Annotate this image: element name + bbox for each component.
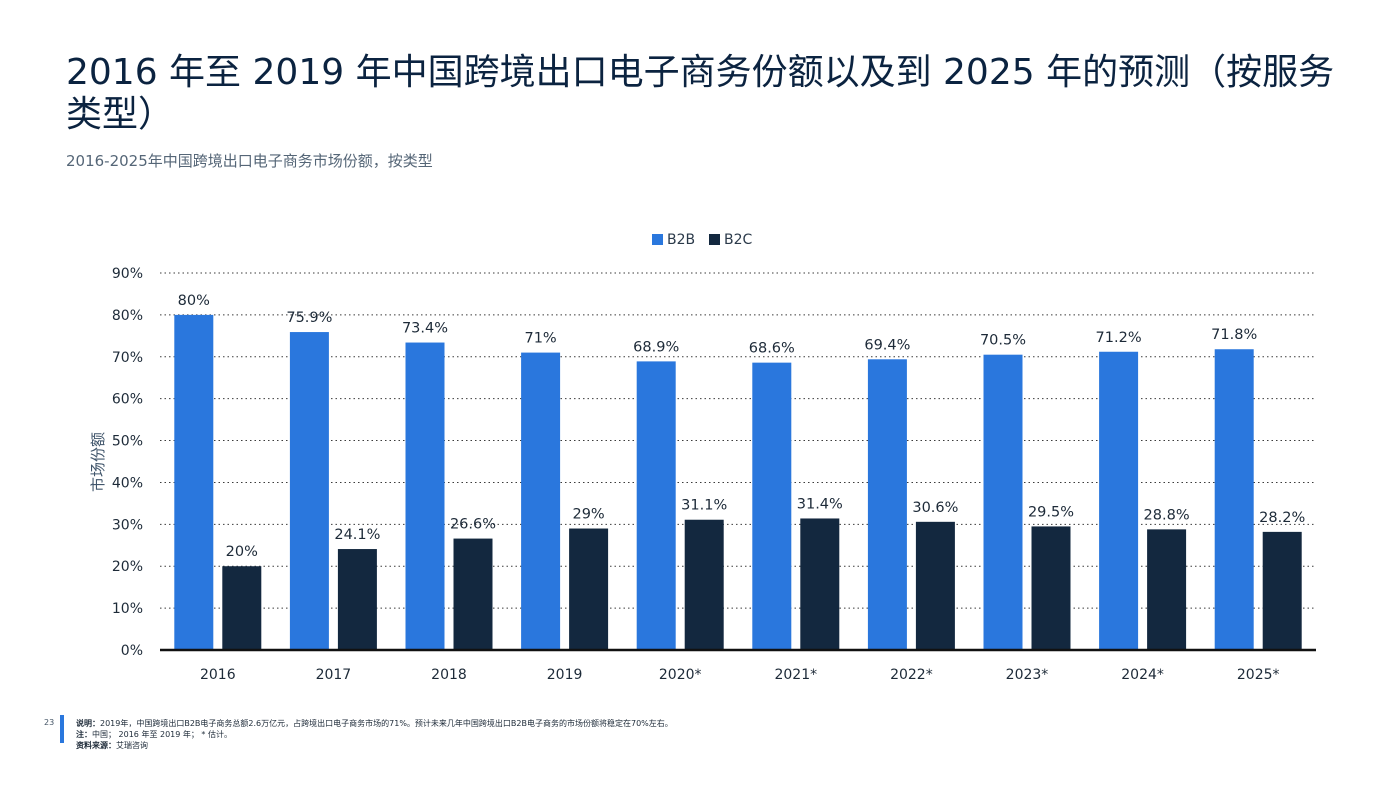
bar-b2c [684,519,724,650]
footer-source-line: 资料来源：艾瑞咨询 [76,740,673,751]
data-label-b2b: 68.6% [749,341,795,357]
data-label-b2b: 70.5% [980,333,1026,349]
y-tick-label: 10% [112,601,143,617]
bar-b2b [289,332,329,650]
gridlines [160,272,1316,609]
x-tick-label: 2017 [316,667,352,683]
legend-label-b2c: B2C [724,232,753,248]
data-label-b2c: 26.6% [450,517,496,533]
data-label-b2c: 29.5% [1028,504,1074,520]
y-tick-label: 60% [112,392,143,408]
y-axis-ticks: 0% 10% 20% 30% 40% 50% 60% 70% 80% 90% [112,266,143,659]
y-tick-label: 70% [112,350,143,366]
y-tick-label: 0% [121,643,143,659]
bar-b2b [521,352,561,650]
page-number: 23 [44,718,55,727]
x-tick-label: 2021* [774,667,817,683]
bar-b2c [915,521,955,650]
bars [174,314,1302,650]
source-text: 艾瑞咨询 [116,741,148,750]
x-tick-label: 2019 [547,667,583,683]
legend-swatch-b2c [709,234,720,245]
page-subtitle: 2016-2025年中国跨境出口电子商务市场份额，按类型 [66,152,433,170]
data-label-b2c: 28.8% [1144,507,1190,523]
data-label-b2b: 73.4% [402,321,448,337]
footer-note-line: 说明：2019年，中国跨境出口B2B电子商务总额2.6万亿元，占跨境出口电子商务… [76,718,673,729]
data-labels: 80% 20% 75.9% 24.1% 73.4% 26.6% 71% 29% 68.9% 31.… [178,293,1306,560]
data-label-b2c: 31.1% [681,498,727,514]
bar-b2c [1147,529,1187,650]
y-tick-label: 30% [112,517,143,533]
x-tick-label: 2023* [1006,667,1049,683]
footer-notes: 说明：2019年，中国跨境出口B2B电子商务总额2.6万亿元，占跨境出口电子商务… [76,718,673,751]
x-axis-ticks: 2016 2017 2018 2019 2020* 2021* 2022* 2023* 2024… [200,667,1280,683]
legend-label-b2b: B2B [667,232,695,248]
legend: B2B B2C [652,232,753,248]
bar-b2b [636,361,676,650]
data-label-b2b: 71% [524,331,556,347]
annotation-text: 中国； 2016 年至 2019 年； * 估计。 [92,730,232,739]
data-label-b2b: 68.9% [633,339,679,355]
footer-accent-bar [60,715,64,743]
bar-b2c [222,566,262,650]
data-label-b2b: 69.4% [864,337,910,353]
page-title: 2016 年至 2019 年中国跨境出口电子商务份额以及到 2025 年的预测（… [66,52,1335,135]
bar-b2b [752,362,792,650]
bar-b2c [569,528,609,650]
y-tick-label: 50% [112,434,143,450]
bar-b2b [174,314,214,650]
data-label-b2b: 75.9% [286,310,332,326]
bar-b2b [867,359,907,650]
bar-b2b [405,342,445,650]
data-label-b2c: 24.1% [334,527,380,543]
y-tick-label: 40% [112,475,143,491]
x-tick-label: 2020* [659,667,702,683]
legend-swatch-b2b [652,234,663,245]
note-label: 说明： [76,719,100,728]
data-label-b2c: 20% [226,544,258,560]
bar-b2b [983,354,1023,650]
data-label-b2c: 28.2% [1259,510,1305,526]
data-label-b2b: 80% [178,293,210,309]
data-label-b2c: 30.6% [912,500,958,516]
y-tick-label: 20% [112,559,143,575]
bar-b2c [1262,531,1302,650]
bar-b2c [453,538,493,650]
data-label-b2b: 71.8% [1211,327,1257,343]
y-tick-label: 90% [112,266,143,282]
x-tick-label: 2018 [431,667,467,683]
y-axis-label: 市场份额 [89,432,107,492]
source-label: 资料来源： [76,741,116,750]
x-tick-label: 2022* [890,667,933,683]
note-text: 2019年，中国跨境出口B2B电子商务总额2.6万亿元，占跨境出口电子商务市场的… [100,719,673,728]
bar-b2c [337,549,377,650]
bar-b2b [1214,349,1254,650]
bar-b2c [1031,526,1071,650]
bar-b2b [1099,351,1139,650]
x-tick-label: 2025* [1237,667,1280,683]
annotation-label: 注： [76,730,92,739]
x-tick-label: 2024* [1121,667,1164,683]
data-label-b2c: 29% [572,507,604,523]
data-label-b2b: 71.2% [1096,330,1142,346]
y-tick-label: 80% [112,308,143,324]
x-tick-label: 2016 [200,667,236,683]
bar-b2c [800,518,840,650]
data-label-b2c: 31.4% [797,496,843,512]
footer-annotation-line: 注：中国； 2016 年至 2019 年； * 估计。 [76,729,673,740]
